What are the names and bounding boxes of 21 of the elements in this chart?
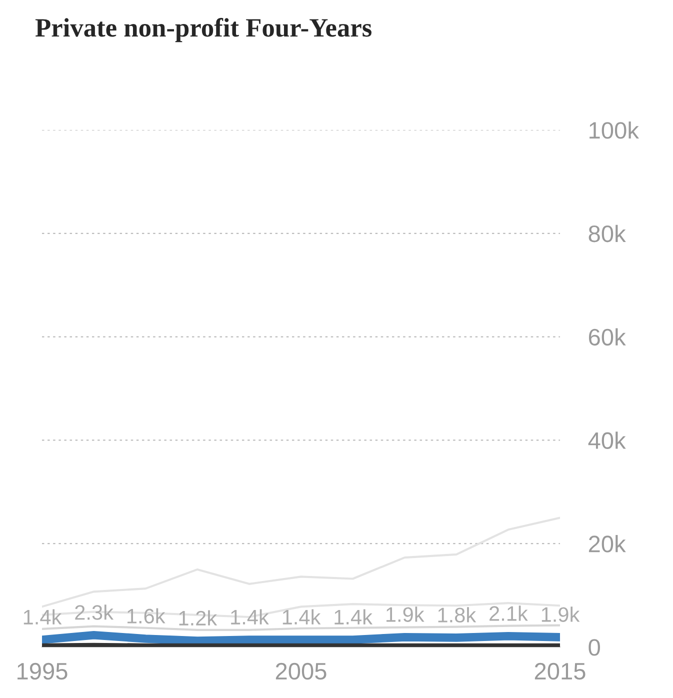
y-tick-label: 20k bbox=[588, 535, 626, 552]
y-tick-label: 40k bbox=[588, 432, 626, 449]
x-tick-label: 2005 bbox=[276, 662, 326, 680]
data-label: 2.3k bbox=[75, 604, 114, 620]
data-label: 1.4k bbox=[231, 609, 269, 624]
x-tick-label: 1995 bbox=[18, 662, 68, 680]
x-tick-label: 2015 bbox=[534, 662, 586, 680]
data-label: 1.2k bbox=[179, 610, 218, 626]
data-label: 1.6k bbox=[128, 608, 166, 624]
data-label: 2.1k bbox=[490, 606, 528, 621]
chart-title: Private non-profit Four-Years bbox=[35, 18, 372, 42]
y-tick-label: 100k bbox=[590, 121, 640, 139]
data-label: 1.4k bbox=[334, 609, 373, 624]
data-label: 1.9k bbox=[542, 606, 580, 622]
data-label: 1.4k bbox=[282, 609, 321, 624]
y-tick-label: 80k bbox=[588, 224, 626, 242]
y-tick-label: 60k bbox=[588, 328, 626, 346]
data-label: 1.4k bbox=[24, 609, 62, 624]
y-tick-label: 0 bbox=[588, 639, 600, 656]
data-label: 1.9k bbox=[386, 606, 424, 622]
data-label: 1.8k bbox=[438, 607, 476, 622]
